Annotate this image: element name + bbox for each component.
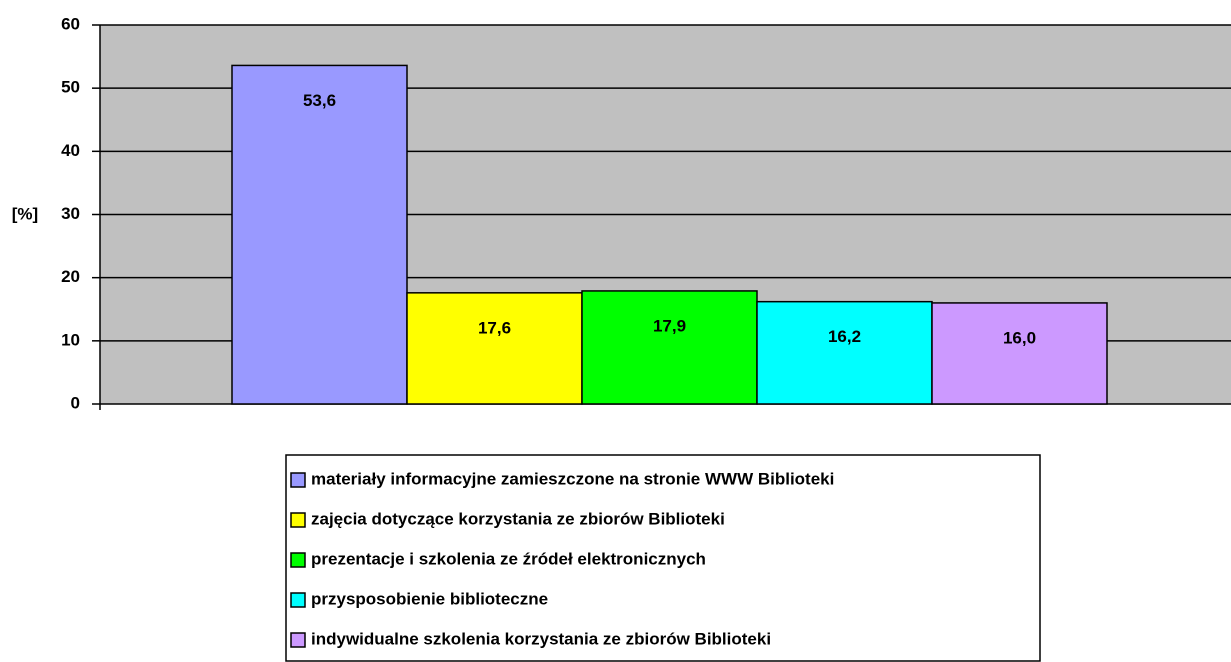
legend-swatch: [290, 592, 306, 608]
y-tick-label: 50: [61, 78, 80, 97]
legend-label: indywidualne szkolenia korzystania ze zb…: [311, 629, 771, 648]
legend-swatch: [290, 632, 306, 648]
legend-label: prezentacje i szkolenia ze źródeł elektr…: [311, 549, 706, 568]
y-tick-label: 40: [61, 141, 80, 160]
y-tick-label: 20: [61, 267, 80, 286]
bar: [406, 292, 583, 405]
data-label: 17,9: [653, 316, 686, 335]
legend-label: zajęcia dotyczące korzystania ze zbiorów…: [311, 509, 725, 528]
data-label: 17,6: [478, 318, 511, 337]
legend-swatch: [290, 512, 306, 528]
y-tick-label: 0: [71, 393, 80, 412]
data-label: 53,6: [303, 91, 336, 110]
y-tick-label: 30: [61, 204, 80, 223]
data-label: 16,0: [1003, 328, 1036, 347]
legend: [285, 454, 1041, 662]
legend-label: materiały informacyjne zamieszczone na s…: [311, 469, 834, 488]
data-label: 16,2: [828, 327, 861, 346]
y-tick-label: 60: [61, 14, 80, 33]
legend-swatch: [290, 472, 306, 488]
legend-swatch: [290, 552, 306, 568]
y-tick-label: 10: [61, 330, 80, 349]
bar: [756, 300, 933, 405]
legend-label: przysposobienie biblioteczne: [311, 589, 548, 608]
y-axis-label: [%]: [12, 204, 38, 223]
bar: [931, 302, 1108, 405]
bar: [581, 290, 758, 405]
bar: [231, 64, 408, 405]
